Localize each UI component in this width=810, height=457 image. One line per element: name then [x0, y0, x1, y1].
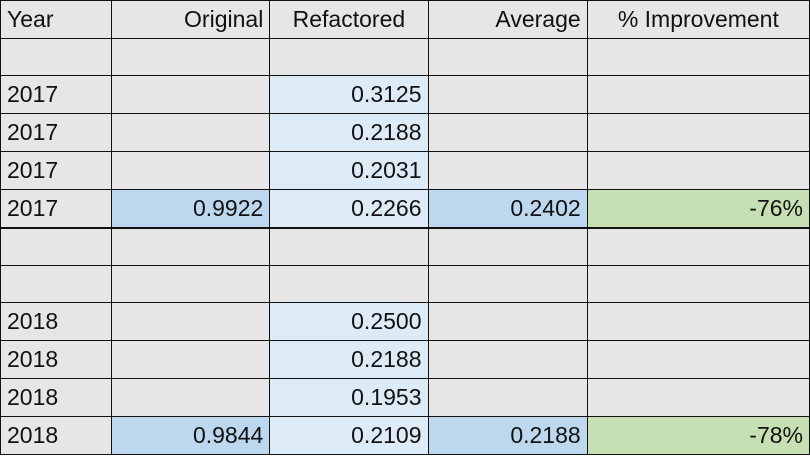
cell-improvement[interactable] [587, 378, 810, 417]
header-original[interactable]: Original [111, 0, 271, 39]
cell-year[interactable]: 2018 [0, 302, 113, 341]
cell-improvement[interactable] [587, 113, 810, 152]
cell-refactored[interactable]: 0.2031 [269, 151, 429, 190]
table-row-summary: 2018 0.9844 0.2109 0.2188 -78% [0, 416, 810, 455]
cell-original[interactable] [111, 340, 271, 379]
header-row: Year Original Refactored Average % Impro… [0, 0, 810, 39]
cell-original[interactable]: 0.9922 [111, 189, 271, 229]
cell-average[interactable] [428, 378, 588, 417]
cell-average[interactable] [428, 340, 588, 379]
header-improvement[interactable]: % Improvement [587, 0, 810, 39]
cell-refactored[interactable]: 0.2266 [269, 189, 429, 229]
cell-refactored[interactable]: 0.2188 [269, 113, 429, 152]
cell-original[interactable] [111, 113, 271, 152]
cell-year[interactable]: 2018 [0, 340, 113, 379]
cell-original[interactable] [111, 75, 271, 114]
cell-original[interactable] [111, 38, 271, 76]
cell-average[interactable] [428, 151, 588, 190]
cell-average[interactable] [428, 113, 588, 152]
cell-year[interactable]: 2017 [0, 151, 113, 190]
cell-improvement[interactable]: -78% [587, 416, 810, 455]
cell-average[interactable] [428, 38, 588, 76]
cell-improvement[interactable] [587, 302, 810, 341]
header-refactored[interactable]: Refactored [269, 0, 429, 39]
cell-improvement[interactable] [587, 340, 810, 379]
cell-improvement[interactable] [587, 228, 810, 266]
cell-improvement[interactable] [587, 38, 810, 76]
cell-average[interactable] [428, 75, 588, 114]
cell-refactored[interactable] [269, 265, 429, 303]
header-average[interactable]: Average [428, 0, 588, 39]
cell-year[interactable]: 2017 [0, 113, 113, 152]
cell-average[interactable] [428, 228, 588, 266]
cell-average[interactable]: 0.2402 [428, 189, 588, 229]
cell-year[interactable]: 2017 [0, 189, 113, 229]
table-row-summary: 2017 0.9922 0.2266 0.2402 -76% [0, 189, 810, 229]
table-row: 2017 0.2188 [0, 113, 810, 152]
cell-year[interactable]: 2018 [0, 416, 113, 455]
header-year[interactable]: Year [0, 0, 113, 39]
table-row: 2017 0.2031 [0, 151, 810, 190]
cell-refactored[interactable] [269, 38, 429, 76]
cell-refactored[interactable] [269, 228, 429, 266]
cell-original[interactable] [111, 151, 271, 190]
cell-improvement[interactable]: -76% [587, 189, 810, 229]
table-row [0, 38, 810, 76]
cell-original[interactable] [111, 302, 271, 341]
cell-year[interactable]: 2017 [0, 75, 113, 114]
cell-refactored[interactable]: 0.1953 [269, 378, 429, 417]
cell-average[interactable]: 0.2188 [428, 416, 588, 455]
table-row [0, 228, 810, 266]
cell-refactored[interactable]: 0.2500 [269, 302, 429, 341]
table-row: 2018 0.2188 [0, 340, 810, 379]
cell-original[interactable]: 0.9844 [111, 416, 271, 455]
cell-average[interactable] [428, 265, 588, 303]
table-row: 2017 0.3125 [0, 75, 810, 114]
cell-average[interactable] [428, 302, 588, 341]
cell-original[interactable] [111, 378, 271, 417]
cell-improvement[interactable] [587, 75, 810, 114]
cell-year[interactable] [0, 228, 113, 266]
cell-improvement[interactable] [587, 265, 810, 303]
table-row: 2018 0.1953 [0, 378, 810, 417]
cell-year[interactable] [0, 38, 113, 76]
table-row: 2018 0.2500 [0, 302, 810, 341]
cell-refactored[interactable]: 0.2188 [269, 340, 429, 379]
cell-refactored[interactable]: 0.2109 [269, 416, 429, 455]
table-row [0, 265, 810, 303]
cell-year[interactable] [0, 265, 113, 303]
cell-refactored[interactable]: 0.3125 [269, 75, 429, 114]
cell-original[interactable] [111, 265, 271, 303]
cell-original[interactable] [111, 228, 271, 266]
cell-year[interactable]: 2018 [0, 378, 113, 417]
cell-improvement[interactable] [587, 151, 810, 190]
